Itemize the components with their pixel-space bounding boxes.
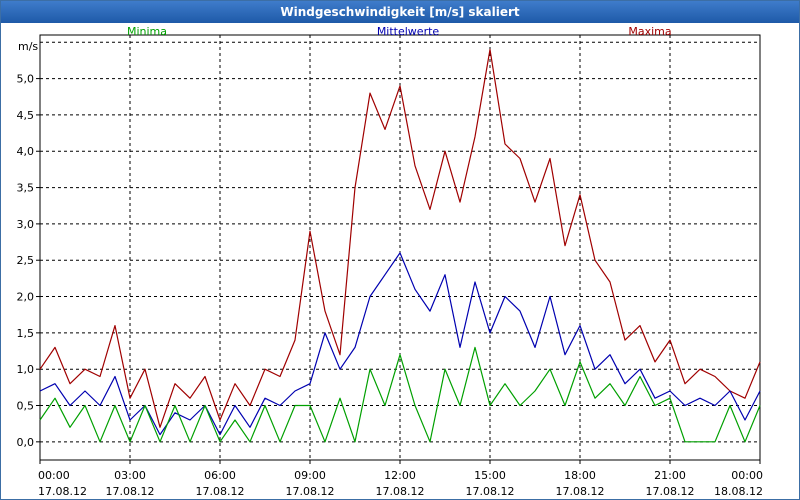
x-tick-date-label: 17.08.12 xyxy=(106,485,155,498)
y-tick-label: 1,5 xyxy=(17,327,35,340)
x-tick-time-label: 09:00 xyxy=(294,469,326,482)
y-tick-label: 2,5 xyxy=(17,254,35,267)
x-tick-time-label: 03:00 xyxy=(114,469,146,482)
legend-item-mittelwerte: Mittelwerte xyxy=(377,25,440,38)
x-tick-time-label: 12:00 xyxy=(384,469,416,482)
y-axis-ticks: 0,0 0,5 1,0 1,5 2,0 2,5 3,0 3,5 4,0 4,5 5,0 xyxy=(17,73,40,449)
x-tick-date-label: 17.08.12 xyxy=(286,485,335,498)
x-tick-date-label: 17.08.12 xyxy=(38,485,87,498)
window-title: Windgeschwindigkeit [m/s] skaliert xyxy=(1,1,799,23)
x-tick-time-label: 21:00 xyxy=(654,469,686,482)
y-tick-label: 5,0 xyxy=(17,73,35,86)
y-tick-label: 0,5 xyxy=(17,400,35,413)
y-tick-label: 1,0 xyxy=(17,363,35,376)
legend: Minima Mittelwerte Maxima xyxy=(127,25,672,38)
x-tick-time-label: 00:00 xyxy=(38,469,70,482)
y-axis-unit-label: m/s xyxy=(18,40,38,53)
y-tick-label: 4,5 xyxy=(17,109,35,122)
x-tick-time-label: 18:00 xyxy=(564,469,596,482)
y-tick-label: 3,5 xyxy=(17,182,35,195)
x-tick-time-label: 00:00 xyxy=(731,469,763,482)
y-tick-label: 4,0 xyxy=(17,145,35,158)
series-line-maxima xyxy=(39,48,761,428)
x-axis-ticks: 00:00 17.08.12 03:00 17.08.12 06:00 17.08.12 0… xyxy=(38,460,763,498)
series-line-minima xyxy=(39,346,761,443)
x-tick-date-label: 18.08.12 xyxy=(714,485,763,498)
series-lines xyxy=(39,48,761,443)
legend-item-minima: Minima xyxy=(127,25,167,38)
series-line-mittelwerte xyxy=(39,252,761,436)
grid-lines xyxy=(40,35,760,460)
y-tick-label: 3,0 xyxy=(17,218,35,231)
y-tick-label: 2,0 xyxy=(17,291,35,304)
x-tick-date-label: 17.08.12 xyxy=(196,485,245,498)
x-tick-date-label: 17.08.12 xyxy=(376,485,425,498)
x-tick-date-label: 17.08.12 xyxy=(466,485,515,498)
x-tick-date-label: 17.08.12 xyxy=(556,485,605,498)
x-tick-date-label: 17.08.12 xyxy=(646,485,695,498)
x-tick-time-label: 06:00 xyxy=(204,469,236,482)
y-tick-label: 0,0 xyxy=(17,436,35,449)
legend-item-maxima: Maxima xyxy=(628,25,671,38)
x-tick-time-label: 15:00 xyxy=(474,469,506,482)
